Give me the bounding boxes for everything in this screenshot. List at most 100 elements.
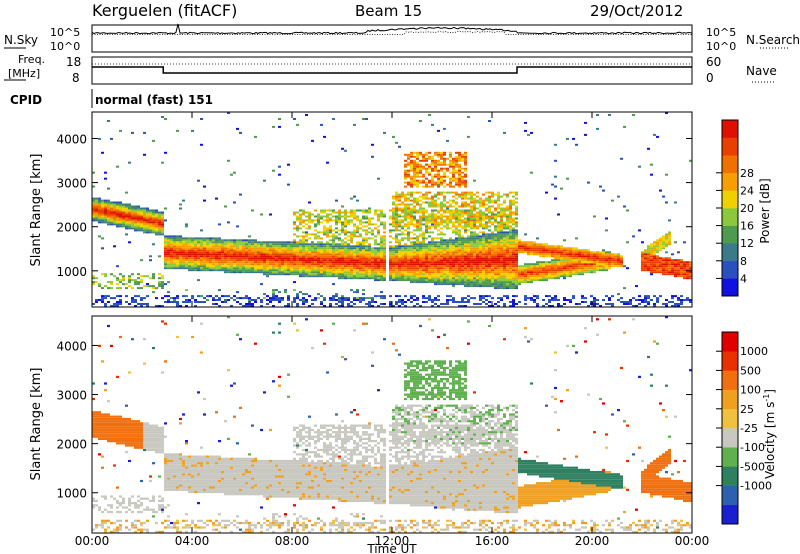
power-cell [194,239,197,242]
power-cell [350,265,353,268]
power-cell [467,249,470,252]
power-cell [527,267,530,270]
power-cell [227,257,230,260]
power-cell [233,241,236,244]
power-cell [524,243,527,246]
power-cell [476,241,479,244]
power-cell [275,247,278,250]
power-cell [500,217,503,220]
power-cell [251,271,254,274]
power-cell [557,269,560,272]
power-cell [425,159,428,162]
power-cell [374,209,377,212]
power-cell [461,301,464,303]
power-cell [350,241,353,244]
power-cell [206,253,209,256]
power-cell [434,283,437,286]
power-cell [257,255,260,258]
power-cell [416,279,419,282]
power-cell [467,217,470,220]
power-cell [590,259,593,262]
power-cell [230,241,233,244]
power-cell [473,265,476,268]
power-cell [296,241,299,244]
power-cell [227,243,230,246]
power-cell [323,231,326,234]
power-cell [323,269,326,272]
power-cell [554,263,557,266]
power-cell [500,273,503,276]
power-cell [440,255,443,258]
power-cell [425,183,428,186]
power-cell [518,241,521,244]
power-cell [488,205,491,208]
power-cell [404,203,407,206]
power-cell [446,251,449,254]
power-cell [221,247,224,250]
power-cell [227,245,230,248]
power-cell [230,255,233,258]
power-cell [584,269,587,272]
power-cell [464,175,467,178]
power-cell [125,233,128,236]
power-cell [461,175,464,178]
power-cell [287,297,290,300]
power-cell [419,247,422,250]
power-cell [365,303,368,305]
power-cell [101,199,104,202]
power-cell [449,243,452,246]
power-cell [575,263,578,266]
power-cell [488,249,491,252]
power-cell [317,219,320,222]
power-cell [107,219,110,222]
power-cell [335,293,338,296]
power-cell [467,257,470,260]
power-cell [164,245,167,248]
power-cell [431,223,434,226]
power-cell [305,114,308,116]
power-cell [338,251,341,254]
power-cell [452,163,455,166]
power-cell [464,259,467,262]
power-cell [185,257,188,260]
power-cell [395,217,398,220]
power-cell [398,271,401,274]
power-cell [353,217,356,220]
power-cell [506,193,509,196]
power-cell [509,271,512,274]
power-cell [392,251,395,254]
power-cell [263,259,266,262]
power-cell [482,273,485,276]
power-cell [116,215,119,218]
power-cell [461,265,464,268]
power-cell [437,209,440,212]
power-cell [314,233,317,236]
power-cell [419,233,422,236]
power-cell [407,171,410,174]
power-cell [302,273,305,276]
power-cell [137,211,140,214]
power-cell [380,271,383,274]
power-cell [263,271,266,274]
power-cell [284,291,287,294]
power-cell [167,239,170,242]
power-cell [557,245,560,248]
power-cell [563,259,566,262]
power-cell [428,271,431,274]
power-cell [566,265,569,268]
power-cell [458,171,461,174]
power-cell [164,283,167,286]
power-cell [356,255,359,258]
power-cell [428,227,431,230]
power-cell [320,301,323,303]
power-cell [260,245,263,248]
power-cell [302,219,305,222]
power-cell [272,255,275,258]
power-cell [152,227,155,230]
power-cell [185,295,188,298]
power-cell [227,247,230,250]
power-cell [431,247,434,250]
power-cell [587,267,590,270]
power-cell [440,219,443,222]
power-cell [404,261,407,264]
